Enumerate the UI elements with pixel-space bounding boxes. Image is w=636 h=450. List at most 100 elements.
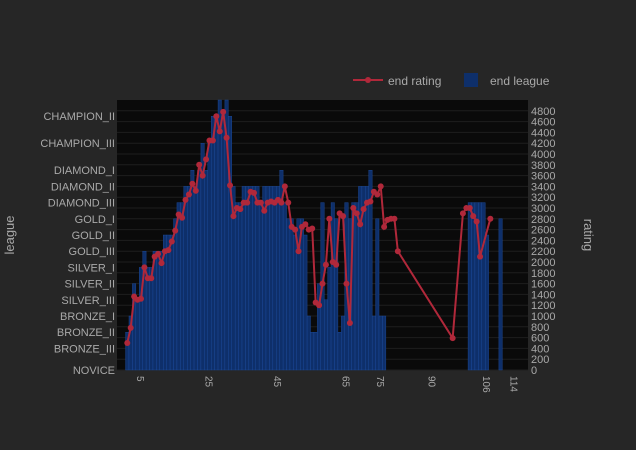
rating-point	[278, 199, 285, 206]
rating-point	[172, 227, 179, 234]
league-bar	[286, 218, 291, 371]
rating-point	[237, 206, 244, 213]
league-bar	[306, 315, 311, 371]
legend-label-end-rating: end rating	[388, 74, 441, 88]
x-tick-label: 65	[340, 376, 351, 388]
legend-label-end-league: end league	[490, 74, 550, 88]
rating-point	[179, 214, 186, 221]
league-tick-label: CHAMPION_II	[43, 111, 115, 123]
rating-point	[470, 213, 477, 220]
x-tick-label: 25	[203, 376, 214, 388]
rating-point	[322, 261, 329, 268]
league-bar	[204, 169, 208, 371]
rating-point	[487, 215, 494, 222]
rating-point	[316, 302, 323, 309]
league-bar	[221, 115, 226, 371]
league-bar	[313, 332, 318, 371]
rating-point	[155, 250, 162, 257]
rating-point	[216, 128, 223, 135]
rating-tick-label: 400	[531, 343, 549, 355]
league-bar	[334, 218, 339, 371]
league-bar	[371, 315, 376, 371]
rating-tick-label: 3600	[531, 171, 555, 183]
rating-tick-label: 2000	[531, 257, 555, 269]
league-bar	[156, 250, 161, 371]
rating-point	[346, 320, 353, 327]
league-tick-label: GOLD_III	[69, 246, 115, 258]
league-bar	[241, 186, 246, 371]
legend-item-end-rating[interactable]: end rating	[353, 74, 441, 88]
rating-tick-label: 2800	[531, 214, 555, 226]
rating-point	[137, 295, 144, 302]
x-tick-label: 45	[271, 376, 282, 388]
league-axis-ticks: NOVICE BRONZE_III BRONZE_II BRONZE_I SILVER_…	[40, 111, 115, 377]
legend-marker-swatch	[365, 77, 371, 83]
rating-point	[319, 280, 326, 287]
league-bar	[481, 202, 486, 371]
league-tick-label: DIAMOND_III	[48, 198, 115, 210]
rating-axis-ticks: 0200400600800100012001400160018002000220…	[531, 106, 555, 377]
rating-point	[148, 275, 155, 282]
rating-point	[302, 221, 309, 228]
league-bar	[238, 202, 243, 371]
league-bar	[193, 186, 198, 371]
x-tick-label: 106	[480, 376, 491, 393]
rating-point	[333, 261, 340, 268]
league-bar	[176, 202, 181, 371]
x-tick-label: 5	[134, 376, 145, 382]
league-tick-label: BRONZE_III	[54, 343, 115, 355]
rating-tick-label: 3400	[531, 181, 555, 193]
league-bar	[262, 186, 267, 371]
league-bar	[330, 202, 335, 371]
league-bar	[149, 267, 154, 371]
league-tick-label: SILVER_II	[64, 279, 115, 291]
rating-point	[309, 225, 316, 232]
league-bar	[276, 186, 280, 371]
rating-point	[326, 215, 333, 222]
rating-tick-label: 4000	[531, 149, 555, 161]
rating-point	[158, 260, 165, 267]
rating-point	[295, 248, 302, 255]
rating-point	[251, 189, 257, 196]
rating-tick-label: 1800	[531, 268, 555, 280]
rating-point	[343, 280, 350, 287]
x-tick-label: 90	[425, 376, 436, 388]
rating-tick-label: 2200	[531, 246, 555, 258]
x-tick-label: 75	[374, 376, 385, 388]
league-bar	[217, 99, 222, 371]
rating-point	[196, 161, 203, 168]
league-bar	[293, 234, 298, 371]
league-bar	[382, 315, 387, 371]
rating-tick-label: 1000	[531, 311, 555, 323]
rating-point	[357, 221, 364, 228]
league-bar	[183, 186, 188, 371]
league-bar	[471, 202, 476, 371]
rating-point	[209, 137, 216, 144]
rating-tick-label: 0	[531, 365, 537, 377]
league-bar	[214, 115, 219, 371]
league-bar	[269, 186, 274, 371]
league-bar	[354, 202, 359, 371]
rating-point	[199, 172, 206, 179]
league-bar	[169, 234, 174, 371]
league-bar	[337, 332, 342, 371]
league-tick-label: DIAMOND_I	[54, 165, 115, 177]
rating-point	[340, 213, 347, 220]
league-tick-label: DIAMOND_II	[51, 181, 115, 193]
league-bar	[255, 186, 260, 371]
legend[interactable]: end rating end league	[353, 73, 550, 88]
league-bar	[282, 202, 287, 371]
rating-point	[203, 156, 210, 163]
league-tick-label: GOLD_II	[72, 230, 115, 242]
league-bar	[498, 218, 503, 371]
rating-point	[192, 187, 199, 194]
rating-point	[213, 113, 220, 120]
rating-point	[360, 206, 367, 213]
rating-axis-label: rating	[581, 219, 596, 252]
rating-point	[285, 199, 292, 206]
rating-point	[141, 264, 148, 271]
rating-tick-label: 4400	[531, 127, 555, 139]
legend-item-end-league[interactable]: end league	[464, 73, 550, 88]
rating-point	[185, 191, 192, 198]
